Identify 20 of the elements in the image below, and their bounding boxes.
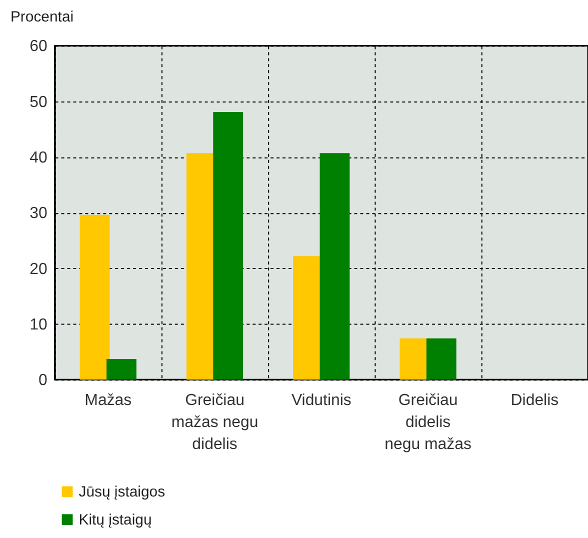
y-tick-label: 10 (30, 316, 48, 334)
bar (213, 112, 244, 380)
y-tick-label: 20 (30, 260, 48, 278)
x-tick-label: Greičiau didelis negu mažas (384, 392, 472, 453)
legend-label: Jūsų įstaigos (78, 484, 166, 501)
y-tick-label: 0 (38, 372, 48, 390)
x-tick-label: Mažas (84, 392, 132, 410)
y-axis-title: Procentai (10, 8, 74, 26)
bar (426, 338, 456, 380)
y-tick-label: 30 (30, 205, 48, 222)
legend-label: Kitų įstaigų (78, 512, 152, 529)
x-tick-label: Vidutinis (291, 392, 352, 410)
y-tick-label: 40 (30, 150, 48, 167)
bar (320, 153, 350, 380)
y-tick-label: 50 (30, 94, 48, 111)
x-tick-label: Didelis (510, 392, 559, 410)
x-tick-label: Greičiau mažas negu didelis (171, 392, 258, 453)
y-tick-label: 60 (30, 38, 48, 56)
bar (106, 359, 136, 380)
bar (80, 214, 110, 380)
